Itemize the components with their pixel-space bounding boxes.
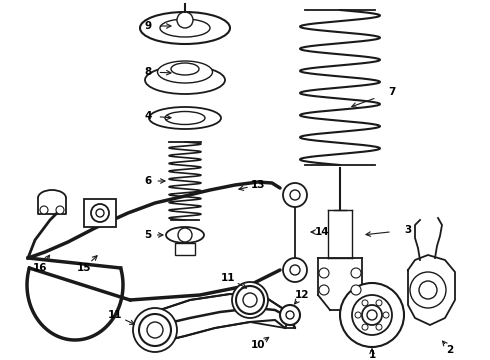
Circle shape [362,324,368,330]
Circle shape [351,285,361,295]
FancyBboxPatch shape [84,199,116,227]
Circle shape [133,308,177,352]
Polygon shape [408,255,455,325]
Circle shape [376,300,382,306]
Circle shape [96,209,104,217]
Text: 1: 1 [368,350,376,360]
Circle shape [352,295,392,335]
Text: 11: 11 [221,273,235,283]
Circle shape [362,300,368,306]
Text: 4: 4 [145,111,152,121]
Text: 7: 7 [388,87,396,97]
Circle shape [362,305,382,325]
Ellipse shape [166,227,204,243]
Ellipse shape [157,61,213,83]
Circle shape [243,293,257,307]
Circle shape [419,281,437,299]
Circle shape [340,283,404,347]
Circle shape [376,324,382,330]
Circle shape [177,12,193,28]
Text: 6: 6 [145,176,151,186]
Circle shape [319,268,329,278]
Text: 9: 9 [145,21,151,31]
Circle shape [355,312,361,318]
Ellipse shape [145,66,225,94]
Ellipse shape [160,19,210,37]
Text: 14: 14 [315,227,329,237]
Text: 15: 15 [77,263,91,273]
Circle shape [290,190,300,200]
Circle shape [283,183,307,207]
Text: 3: 3 [404,225,412,235]
Ellipse shape [171,63,199,75]
Circle shape [286,311,294,319]
Circle shape [56,206,64,214]
Circle shape [383,312,389,318]
Text: 5: 5 [145,230,151,240]
Circle shape [410,272,446,308]
Text: 8: 8 [145,67,151,77]
Circle shape [283,258,307,282]
Circle shape [290,265,300,275]
Text: 16: 16 [33,263,47,273]
Circle shape [236,286,264,314]
Circle shape [178,228,192,242]
Polygon shape [140,294,295,342]
Circle shape [40,206,48,214]
Circle shape [280,305,300,325]
Circle shape [232,282,268,318]
Circle shape [147,322,163,338]
Ellipse shape [165,112,205,125]
Bar [175,243,195,255]
Text: 2: 2 [446,345,454,355]
Ellipse shape [140,12,230,44]
Circle shape [319,285,329,295]
Circle shape [367,310,377,320]
Text: 11: 11 [108,310,122,320]
Text: 10: 10 [251,340,265,350]
Text: 12: 12 [295,290,309,300]
Circle shape [139,314,171,346]
Circle shape [91,204,109,222]
Text: 13: 13 [251,180,265,190]
Circle shape [351,268,361,278]
Ellipse shape [149,107,221,129]
